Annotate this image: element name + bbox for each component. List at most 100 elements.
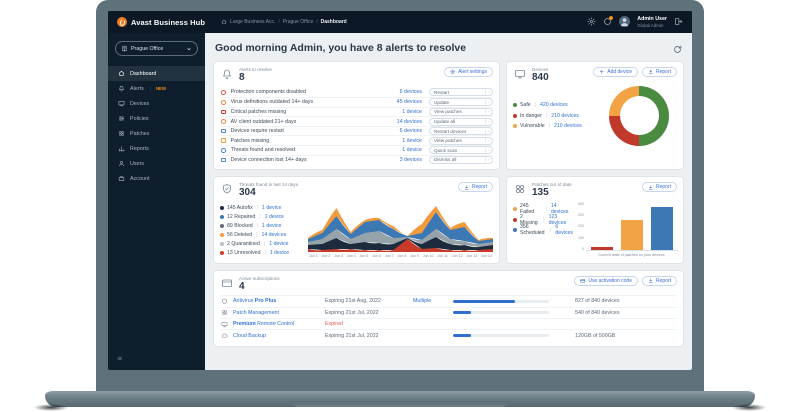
legend-devices-link[interactable]: 1 device [262, 205, 282, 212]
use-activation-code-button[interactable]: Use activation code [574, 275, 638, 286]
alert-devices-link[interactable]: 1 device [402, 147, 422, 154]
alert-devices-link[interactable]: 6 devices [399, 89, 422, 96]
subscription-usage: 540 of 840 devices [575, 309, 620, 316]
user-meta[interactable]: Admin User Global Admin [637, 16, 667, 27]
legend-devices-link[interactable]: 420 devices [540, 102, 568, 108]
alert-settings-button[interactable]: Alert settings [444, 67, 493, 77]
legend-devices-link[interactable]: 14 devices [550, 203, 569, 215]
legend-devices-link[interactable]: 210 devices [553, 123, 582, 129]
breadcrumb[interactable]: Large Business Acc. / Prague Office / Dashbo… [221, 19, 347, 25]
subscriptions-card: Active subscriptions 4 Use activation co… [213, 269, 684, 347]
monitor-icon [118, 100, 125, 107]
sidebar-item-reports[interactable]: Reports [108, 141, 205, 156]
sidebar-item-account[interactable]: Account [108, 171, 205, 186]
sidebar-item-policies[interactable]: Policies [108, 111, 205, 126]
legend-label: 13 Unresolved [227, 250, 261, 257]
legend-dot [220, 233, 224, 238]
notifications-icon[interactable] [603, 16, 614, 26]
legend-devices-link[interactable]: 6 devices [555, 224, 573, 236]
y-axis-tick: 0 [582, 246, 584, 251]
area-series-deleted [308, 206, 493, 242]
sidebar-item-devices[interactable]: Devices [108, 96, 205, 111]
alert-devices-link[interactable]: 3 devices [399, 156, 422, 163]
alert-action-dropdown[interactable]: Restart devices [429, 127, 493, 136]
legend-label: 12 Repaired [227, 214, 256, 221]
monitor-icon [514, 68, 526, 80]
alert-devices-link[interactable]: 1 device [402, 108, 422, 115]
sidebar-item-patches[interactable]: Patches [108, 126, 205, 141]
threats-card: Threats found in last 14 days 304 Report [213, 176, 500, 264]
devices-report-button[interactable]: Report [641, 67, 677, 77]
legend-dot [220, 206, 224, 211]
alert-action-dropdown[interactable]: Update [429, 98, 493, 107]
alert-status-icon [221, 138, 226, 144]
subscription-name-link[interactable]: Cloud Backup [233, 332, 266, 339]
user-name: Admin User [637, 16, 667, 23]
alert-devices-link[interactable]: 14 devices [396, 118, 422, 125]
subscription-expiry: Expiring 21st Jul, 2022 [325, 332, 379, 339]
x-axis-label: Jun 11 [437, 253, 448, 258]
alert-devices-link[interactable]: 6 devices [399, 128, 422, 135]
legend-devices-link[interactable]: 1 device [269, 250, 290, 257]
sidebar-collapse-icon[interactable]: « [117, 354, 123, 364]
alert-action-dropdown[interactable]: Dismiss all [429, 155, 493, 164]
brand-name: Avast Business Hub [131, 17, 206, 27]
subscription-name-link[interactable]: Premium Remote Control [233, 321, 295, 328]
cloud-icon [221, 332, 228, 339]
credit-card-icon [221, 277, 233, 289]
alert-action-dropdown[interactable]: Quick scan [429, 146, 493, 155]
legend-devices-link[interactable]: 123 devices [548, 213, 567, 226]
download-icon [648, 69, 654, 75]
threats-report-button[interactable]: Report [457, 182, 493, 193]
subscription-name-link[interactable]: Antivirus Pro Plus [233, 298, 277, 305]
user-role: Global Admin [637, 22, 664, 28]
devices-legend-item: Safe | 420 devices [513, 100, 582, 111]
threats-label: Threats found in last 14 days [239, 182, 298, 188]
alert-text: Threats found and resolved [230, 147, 296, 154]
alert-action-dropdown[interactable]: Restart [429, 88, 493, 97]
patches-count: 135 [532, 187, 549, 199]
sidebar-item-alerts[interactable]: Alerts | NEW [108, 81, 205, 96]
badge-separator: | [149, 86, 151, 91]
sidebar-item-dashboard[interactable]: Dashboard [108, 66, 205, 81]
refresh-icon[interactable] [673, 45, 682, 54]
x-axis-label: Jun 12 [451, 253, 463, 258]
legend-devices-link[interactable]: 1 device [269, 241, 289, 248]
subscription-name-link[interactable]: Patch Management [233, 309, 279, 316]
patches-icon [118, 130, 125, 137]
alert-devices-link[interactable]: 1 device [402, 137, 422, 144]
subscription-progress [453, 334, 561, 338]
alert-text: Protection components disabled [230, 89, 306, 96]
x-axis-label: Jun 2 [321, 253, 331, 258]
add-device-button[interactable]: Add device [593, 67, 638, 77]
threats-legend-item: 13 Unresolved | 1 device [220, 249, 308, 258]
breadcrumb-item[interactable]: Prague Office [282, 19, 314, 25]
sidebar-item-users[interactable]: Users [108, 156, 205, 171]
bell-icon [118, 85, 125, 92]
settings-gear-icon[interactable] [587, 17, 596, 27]
org-selector[interactable]: Prague Office [115, 41, 198, 56]
legend-devices-link[interactable]: 210 devices [551, 112, 579, 119]
alert-text: Virus definitions outdated 14+ days [230, 99, 314, 106]
patches-report-button[interactable]: Report [641, 182, 677, 193]
legend-devices-link[interactable]: 14 devices [261, 232, 287, 239]
bar-chart-caption: Current state of patches on your devices [598, 252, 665, 257]
subscription-extra-link[interactable]: Multiple [413, 298, 432, 305]
alert-row: Virus definitions outdated 14+ days 45 de… [220, 97, 493, 107]
alert-status-icon [221, 119, 226, 124]
alert-action-dropdown[interactable]: View patches [429, 136, 493, 145]
alert-action-dropdown[interactable]: View patches [429, 107, 493, 116]
threats-legend-item: 12 Repaired | 1 device [220, 213, 308, 222]
alert-devices-link[interactable]: 45 devices [396, 99, 422, 106]
subscriptions-count: 4 [239, 280, 245, 292]
legend-devices-link[interactable]: 1 device [264, 214, 284, 221]
subscriptions-report-button[interactable]: Report [641, 275, 677, 286]
building-icon [121, 45, 128, 52]
threats-legend-item: 145 Autofix | 1 device [220, 204, 308, 213]
alert-action-dropdown[interactable]: Update all [429, 117, 493, 126]
legend-devices-link[interactable]: 1 device [262, 223, 282, 230]
console-switch-icon[interactable] [674, 17, 683, 26]
avatar[interactable] [619, 16, 631, 28]
y-axis-tick: 400 [578, 201, 584, 206]
breadcrumb-item[interactable]: Large Business Acc. [230, 19, 276, 25]
